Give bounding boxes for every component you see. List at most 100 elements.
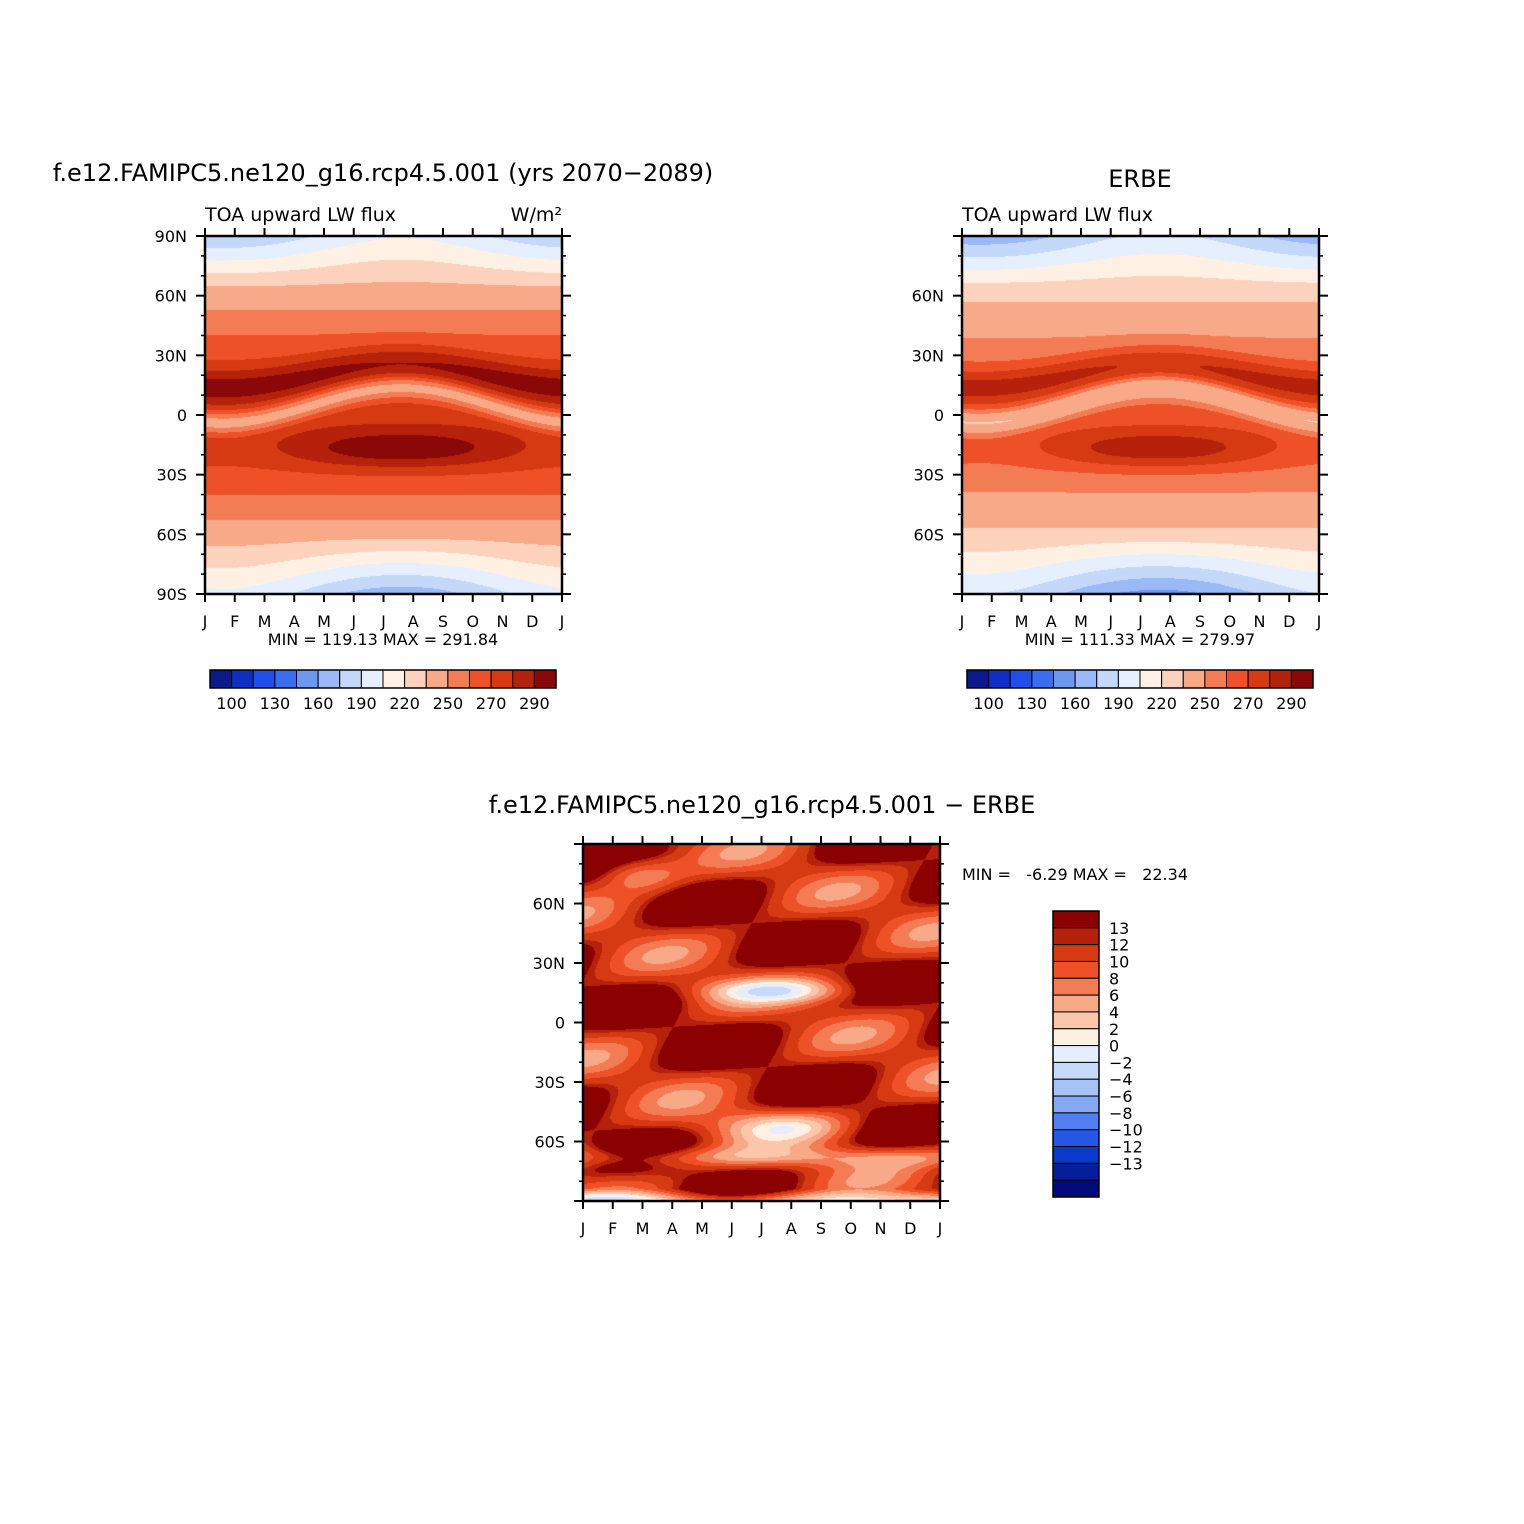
- colorbar-swatch: [1053, 669, 1076, 689]
- colorbar-swatch: [1052, 1146, 1100, 1164]
- colorbar-label: 220: [389, 694, 420, 713]
- colorbar-label: 270: [476, 694, 507, 713]
- y-tick-label: 60S: [534, 1133, 565, 1152]
- colorbar-label: −6: [1109, 1087, 1133, 1106]
- colorbar-swatch: [1247, 669, 1271, 689]
- y-tick-label: 60S: [913, 525, 944, 544]
- panel-model-title: f.e12.FAMIPC5.ne120_g16.rcp4.5.001 (yrs …: [53, 159, 714, 187]
- x-tick-label: S: [816, 1219, 826, 1238]
- colorbar-swatch: [1009, 669, 1033, 689]
- x-tick-label: A: [786, 1219, 797, 1238]
- colorbar-label: 290: [1276, 694, 1307, 713]
- x-tick-label: A: [667, 1219, 678, 1238]
- colorbar-label: 13: [1109, 919, 1129, 938]
- x-tick-label: D: [1283, 612, 1295, 631]
- colorbar-label: 190: [346, 694, 377, 713]
- x-tick-label: J: [580, 1219, 586, 1238]
- panel-obs-subtitle: TOA upward LW flux: [961, 204, 1153, 226]
- colorbar-label: 270: [1233, 694, 1264, 713]
- panel-model-colorbar: 100 130 160 190 220 250 270 290: [209, 669, 557, 713]
- colorbar-label: 190: [1103, 694, 1134, 713]
- colorbar-swatch: [1052, 1095, 1100, 1114]
- panel-diff-field: [583, 844, 940, 1201]
- panel-diff-title: f.e12.FAMIPC5.ne120_g16.rcp4.5.001 − ERB…: [489, 791, 1036, 819]
- colorbar-swatch: [1052, 1028, 1100, 1047]
- colorbar-label: 130: [260, 694, 291, 713]
- colorbar-label: 8: [1109, 969, 1119, 988]
- colorbar-label: 6: [1109, 986, 1119, 1005]
- colorbar-swatch: [1204, 669, 1227, 689]
- x-tick-label: M: [258, 612, 272, 631]
- x-tick-label: M: [1074, 612, 1088, 631]
- colorbar-swatch: [317, 669, 341, 689]
- colorbar-swatch: [360, 669, 384, 689]
- colorbar-swatch: [1096, 669, 1119, 689]
- contour-fill-image: [583, 844, 940, 1201]
- colorbar-swatch: [425, 669, 449, 689]
- colorbar-swatch: [1052, 927, 1100, 946]
- x-tick-label: O: [466, 612, 479, 631]
- colorbar-swatch: [1139, 669, 1163, 689]
- x-tick-label: J: [1107, 612, 1113, 631]
- colorbar-label: 290: [519, 694, 550, 713]
- colorbar-label: 130: [1017, 694, 1048, 713]
- colorbar-swatch: [404, 669, 427, 689]
- colorbar-swatch: [1052, 944, 1100, 962]
- panel-obs-field: [962, 236, 1319, 594]
- colorbar-label: 2: [1109, 1020, 1119, 1039]
- colorbar-frame: [1052, 910, 1100, 1198]
- colorbar-swatch: [1052, 1112, 1100, 1131]
- x-tick-label: D: [904, 1219, 916, 1238]
- panel-model-minmax: MIN = 119.13 MAX = 291.84: [268, 630, 498, 649]
- colorbar-label: 10: [1109, 952, 1129, 971]
- x-tick-label: J: [758, 1219, 764, 1238]
- x-tick-label: J: [728, 1219, 734, 1238]
- x-tick-label: M: [695, 1219, 709, 1238]
- panel-model: f.e12.FAMIPC5.ne120_g16.rcp4.5.001 (yrs …: [53, 159, 714, 713]
- x-tick-label: J: [959, 612, 965, 631]
- panel-obs: ERBE TOA upward LW flux J F M A M J J A S O N D J60N…: [912, 165, 1328, 713]
- x-tick-label: S: [1195, 612, 1205, 631]
- x-tick-label: O: [844, 1219, 857, 1238]
- colorbar-swatch: [1052, 960, 1100, 979]
- y-tick-label: 30S: [534, 1073, 565, 1092]
- x-tick-label: J: [1137, 612, 1143, 631]
- colorbar-swatch: [1052, 1078, 1100, 1097]
- colorbar-label: 100: [216, 694, 247, 713]
- panel-model-subtitle: TOA upward LW flux: [204, 204, 396, 226]
- colorbar-label: 4: [1109, 1003, 1119, 1022]
- colorbar-swatch: [339, 669, 362, 689]
- panel-obs-minmax: MIN = 111.33 MAX = 279.97: [1025, 630, 1255, 649]
- y-tick-label: 60N: [155, 287, 187, 306]
- y-tick-label: 60N: [533, 895, 565, 914]
- colorbar-swatch: [274, 669, 297, 689]
- colorbar-swatch: [512, 669, 535, 689]
- colorbar-swatch: [252, 669, 276, 689]
- colorbar-swatch: [1052, 1061, 1100, 1080]
- colorbar-swatch: [533, 669, 557, 689]
- panel-obs-colorbar: 100 130 160 190 220 250 270 290: [966, 669, 1314, 713]
- colorbar-swatch: [988, 669, 1011, 689]
- colorbar-swatch: [296, 669, 319, 689]
- x-tick-label: M: [636, 1219, 650, 1238]
- panel-model-field: [205, 236, 562, 594]
- x-tick-label: F: [230, 612, 239, 631]
- colorbar-swatch: [1052, 1045, 1100, 1063]
- colorbar-swatch: [1226, 669, 1249, 689]
- colorbar-label: 250: [1190, 694, 1221, 713]
- x-tick-label: D: [526, 612, 538, 631]
- y-tick-label: 60N: [912, 287, 944, 306]
- colorbar-swatch: [966, 669, 990, 689]
- y-tick-label: 0: [934, 406, 944, 425]
- colorbar-label: −13: [1109, 1154, 1143, 1173]
- y-tick-label: 30N: [912, 346, 944, 365]
- y-tick-label: 0: [555, 1014, 565, 1033]
- x-tick-label: J: [202, 612, 208, 631]
- colorbar-swatch: [1031, 669, 1054, 689]
- panel-diff: f.e12.FAMIPC5.ne120_g16.rcp4.5.001 − ERB…: [489, 791, 1188, 1238]
- y-tick-label: 90N: [155, 227, 187, 246]
